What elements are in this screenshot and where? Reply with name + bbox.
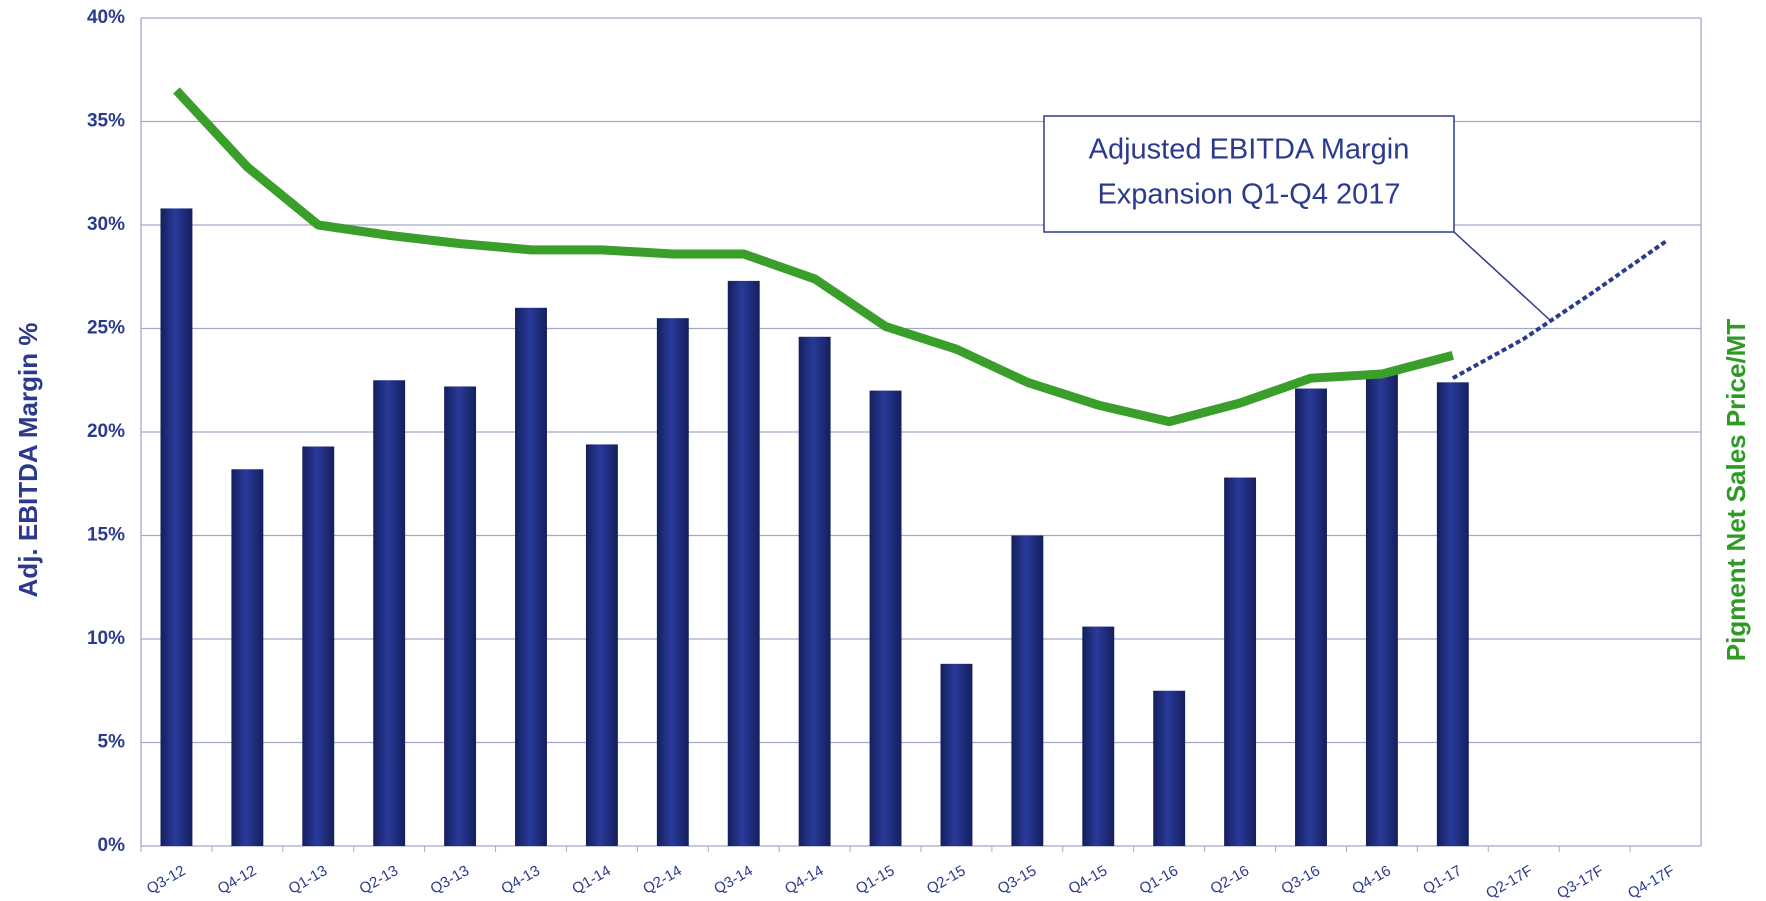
x-tick-label: Q3-15: [995, 862, 1040, 898]
bar: [1365, 374, 1398, 846]
bar: [160, 208, 193, 846]
x-tick-label: Q4-17F: [1625, 862, 1678, 901]
bar: [373, 380, 406, 846]
y-tick-label: 35%: [87, 111, 125, 132]
y-axis-title: Adj. EBITDA Margin %: [13, 323, 43, 598]
x-tick-label: Q4-14: [782, 862, 827, 898]
y2-axis-title: Pigment Net Sales Price/MT: [1721, 319, 1751, 662]
y-tick-label: 5%: [98, 732, 126, 753]
x-tick-label: Q3-12: [144, 862, 189, 898]
bar: [940, 663, 973, 846]
bar: [1082, 626, 1115, 846]
x-tick-label: Q1-17: [1420, 862, 1465, 898]
bar: [585, 444, 618, 846]
x-tick-label: Q2-13: [357, 862, 402, 898]
x-tick-label: Q1-13: [286, 862, 331, 898]
bar: [656, 318, 689, 846]
x-tick-label: Q1-16: [1137, 862, 1182, 898]
x-tick-label: Q2-16: [1207, 862, 1252, 898]
y-tick-label: 25%: [87, 318, 125, 339]
bar: [727, 280, 760, 846]
y-tick-label: 10%: [87, 628, 125, 649]
bar: [1011, 535, 1044, 846]
y-tick-label: 30%: [87, 214, 125, 235]
x-tick-label: Q3-13: [427, 862, 472, 898]
y-tick-label: 15%: [87, 525, 125, 546]
x-tick-label: Q1-15: [853, 862, 898, 898]
x-tick-label: Q4-12: [215, 862, 260, 898]
bar: [1153, 690, 1186, 846]
bar: [444, 386, 477, 846]
x-tick-label: Q4-13: [498, 862, 543, 898]
bar: [515, 307, 547, 846]
bar: [869, 390, 902, 846]
x-tick-label: Q4-16: [1349, 862, 1394, 898]
bar: [1295, 388, 1327, 846]
x-tick-label: Q3-16: [1278, 862, 1323, 898]
forecast-line: [1451, 239, 1667, 380]
x-tick-label: Q3-17F: [1554, 862, 1607, 901]
x-tick-label: Q2-14: [640, 862, 685, 898]
x-tick-label: Q2-15: [924, 862, 969, 898]
y-tick-label: 0%: [98, 835, 126, 856]
y-tick-label: 40%: [87, 7, 125, 28]
annotation-text: Adjusted EBITDA Margin: [1089, 134, 1410, 166]
x-tick-label: Q4-15: [1066, 862, 1111, 898]
bar: [1224, 477, 1257, 846]
annotation-pointer: [1453, 231, 1553, 323]
annotation-box: [1043, 115, 1455, 233]
bar: [302, 446, 335, 846]
annotation-text: Expansion Q1-Q4 2017: [1097, 179, 1400, 211]
x-tick-label: Q3-14: [711, 862, 756, 898]
bar: [231, 469, 264, 846]
bar: [798, 336, 831, 846]
x-tick-label: Q1-14: [569, 862, 614, 898]
y-tick-label: 20%: [87, 421, 125, 442]
x-tick-label: Q2-17F: [1483, 862, 1536, 901]
bar: [1436, 382, 1469, 846]
line: [173, 87, 1454, 427]
